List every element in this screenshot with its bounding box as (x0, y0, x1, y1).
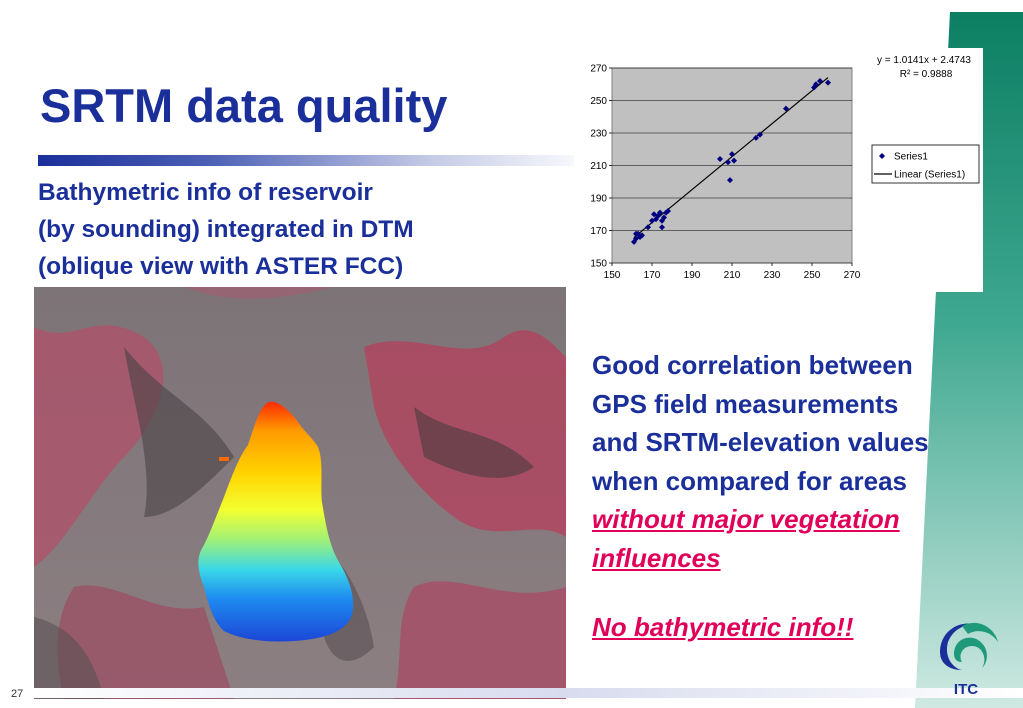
page-number: 27 (11, 688, 24, 700)
data-point (727, 177, 733, 184)
x-tick-label: 230 (764, 270, 781, 281)
title-underline-bar (38, 155, 598, 166)
data-point (659, 224, 665, 231)
x-tick-label: 190 (684, 270, 701, 281)
scatter-chart-panel: 150 170 190 210 230 250 270 150 170 190 210 230 250 2… (574, 48, 983, 292)
subtitle-line: (by sounding) integrated in DTM (38, 216, 414, 243)
legend-box (871, 144, 980, 184)
data-point (639, 232, 645, 239)
data-point (731, 157, 737, 164)
emphasis-line: without major vegetation (592, 504, 900, 534)
data-point (661, 214, 667, 221)
scatter-chart: 150 170 190 210 230 250 270 150 170 190 210 230 250 2… (590, 55, 980, 281)
data-point (757, 131, 763, 138)
body-line: Good correlation between (592, 350, 913, 380)
data-point (813, 81, 819, 88)
y-tick-label: 270 (590, 64, 607, 75)
y-tick-label: 190 (590, 194, 607, 205)
data-point (729, 151, 735, 158)
y-tick-label: 150 (590, 259, 607, 270)
aster-oblique-view-image (34, 287, 566, 699)
data-point (825, 79, 831, 86)
data-point (657, 209, 663, 216)
data-point (665, 208, 671, 214)
body-line: GPS field measurements (592, 388, 899, 419)
x-tick-label: 170 (644, 270, 661, 281)
data-point (645, 224, 651, 231)
legend-label: Linear (Series1) (894, 170, 965, 181)
subtitle-line: Bathymetric info of reservoir (38, 179, 373, 206)
y-tick-label: 250 (590, 96, 607, 107)
correlation-text-block: Good correlation between GPS field measu… (592, 346, 929, 577)
itc-logo: ITC (940, 622, 998, 698)
body-line: when compared for areas (592, 465, 907, 496)
y-tick-label: 210 (590, 161, 607, 172)
data-point (753, 134, 759, 141)
legend-label: Series1 (894, 152, 928, 163)
bathymetric-note: No bathymetric info!! (592, 612, 854, 642)
data-point (725, 159, 731, 166)
trendline-equation: y = 1.0141x + 2.4743 (877, 55, 971, 66)
x-tick-label: 270 (844, 270, 861, 281)
emphasis-line: influences (592, 542, 721, 573)
footer-bar (0, 688, 1023, 698)
y-tick-label: 230 (590, 129, 607, 140)
y-tick-label: 170 (590, 226, 607, 237)
data-point (783, 105, 789, 112)
data-point (717, 156, 723, 162)
subtitle-block: Bathymetric info of reservoir (by soundi… (38, 174, 414, 285)
body-line: and SRTM-elevation values (592, 427, 929, 457)
slide-title: SRTM data quality (40, 79, 448, 132)
r-squared-label: R² = 0.9888 (900, 69, 953, 80)
data-point (817, 78, 823, 84)
logo-text: ITC (954, 681, 978, 698)
x-tick-label: 210 (724, 270, 741, 281)
x-tick-label: 150 (604, 270, 621, 281)
legend-marker (879, 153, 885, 159)
subtitle-line: (oblique view with ASTER FCC) (38, 253, 404, 280)
x-tick-label: 250 (804, 270, 821, 281)
